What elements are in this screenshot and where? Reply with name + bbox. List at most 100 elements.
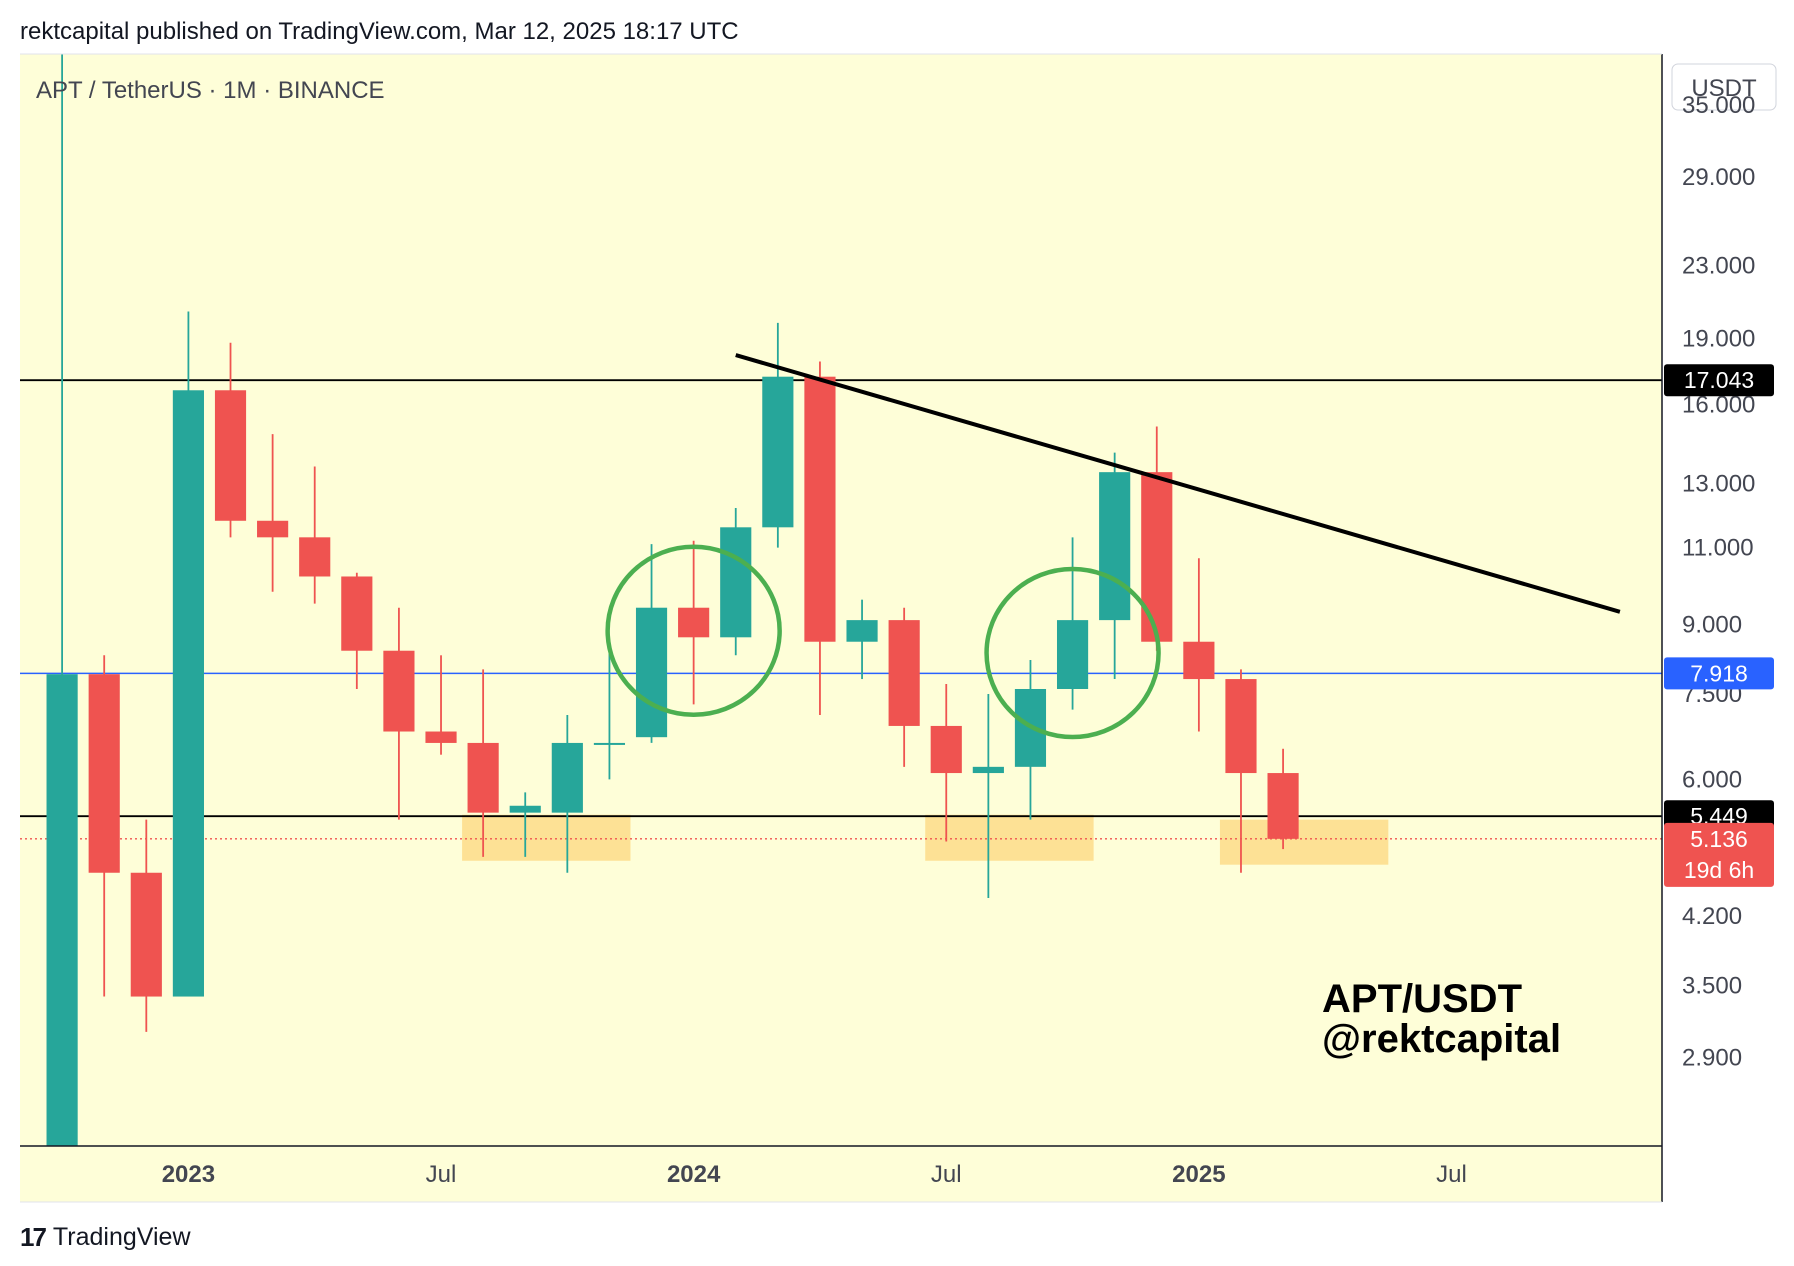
candle-body — [299, 537, 331, 577]
candle — [972, 694, 1004, 898]
candle-body — [257, 520, 289, 538]
price-tick-label: 23.000 — [1682, 253, 1755, 280]
support-zone — [1219, 819, 1389, 865]
candle — [341, 572, 373, 689]
footer-brand[interactable]: 17 TradingView — [20, 1222, 191, 1253]
horizontal-levels — [20, 379, 1662, 840]
candle — [257, 434, 289, 592]
candle-body — [1099, 472, 1131, 621]
candle — [930, 683, 962, 842]
candle — [1267, 748, 1299, 850]
candle — [88, 655, 120, 997]
currency-button — [1671, 63, 1777, 111]
current-price-label: 5.136 — [1690, 826, 1748, 852]
candle — [846, 599, 878, 680]
candle — [551, 715, 583, 873]
time-tick-label: 2023 — [162, 1161, 215, 1188]
candles — [46, 54, 1299, 1146]
level-badge — [1664, 364, 1774, 397]
tradingview-logo-icon: 17 — [20, 1222, 47, 1252]
candle — [762, 322, 794, 548]
candle-body — [678, 607, 710, 638]
candle-body — [551, 742, 583, 813]
price-tick-label: 9.000 — [1682, 611, 1742, 638]
level-badge-label: 17.043 — [1684, 367, 1754, 393]
time-tick-label: 2024 — [667, 1161, 721, 1188]
candle-body — [804, 376, 836, 642]
candle — [593, 650, 626, 780]
time-tick-label: 2025 — [1172, 1161, 1225, 1188]
time-axis[interactable]: 2023 Jul 2024 Jul 2025 Jul — [162, 1161, 1467, 1188]
level-badge-label: 7.918 — [1690, 660, 1748, 686]
candle-body — [1225, 679, 1257, 774]
candle — [1141, 426, 1173, 651]
candle — [1056, 537, 1089, 710]
highlight-circle — [984, 566, 1161, 740]
candle-body — [888, 620, 920, 726]
support-zones — [462, 814, 1389, 865]
candle-body — [972, 766, 1004, 774]
current-price-badge — [1664, 822, 1774, 887]
level-badge — [1664, 657, 1774, 690]
price-tick-label: 35.000 — [1682, 92, 1755, 119]
candle-body — [509, 805, 541, 813]
candle-body — [467, 742, 499, 813]
candle — [1099, 452, 1131, 680]
candle-body — [762, 376, 794, 528]
price-tick-label: 13.000 — [1682, 471, 1755, 498]
time-tick-label: Jul — [1436, 1161, 1467, 1188]
candle — [299, 466, 331, 604]
watermark-author: @rektcapital — [1322, 1017, 1561, 1061]
candle — [425, 655, 457, 755]
annotations — [605, 353, 1621, 740]
publish-header: rektcapital published on TradingView.com… — [20, 18, 739, 45]
highlight-circle — [605, 544, 782, 718]
price-axis[interactable]: USDT35.00029.00023.00019.00016.00013.000… — [1671, 63, 1777, 1071]
price-tick-label: 29.000 — [1682, 164, 1755, 191]
candle-body — [1141, 472, 1173, 642]
resistance-trendline — [735, 353, 1621, 614]
price-tick-label: 3.500 — [1682, 972, 1742, 999]
price-tick-label: 4.200 — [1682, 903, 1742, 930]
candle — [509, 792, 541, 857]
plot-frame — [20, 53, 1663, 1203]
candle-body — [341, 576, 373, 651]
time-tick-label: Jul — [426, 1161, 457, 1188]
candle-body — [214, 390, 247, 521]
symbol-label[interactable]: APT / TetherUS · 1M · BINANCE — [36, 77, 385, 104]
footer-brand-name: TradingView — [52, 1223, 191, 1251]
candle — [214, 342, 247, 538]
watermark-pair: APT/USDT — [1322, 977, 1522, 1021]
candle-body — [635, 607, 668, 738]
candle-body — [46, 674, 78, 1146]
currency-label: USDT — [1691, 75, 1757, 102]
candle-body — [846, 620, 878, 642]
time-axis-background — [20, 1146, 1662, 1202]
candle-body — [130, 872, 162, 997]
price-tick-label: 19.000 — [1682, 326, 1755, 353]
candle-body — [172, 390, 204, 997]
support-zone — [925, 814, 1094, 861]
candle-body — [425, 731, 457, 743]
candle — [635, 544, 668, 743]
candle-body — [1056, 620, 1089, 689]
candle — [1183, 558, 1215, 732]
candle-body — [593, 742, 626, 745]
candle-body — [1183, 641, 1215, 680]
candle — [383, 607, 415, 820]
price-tick-label: 6.000 — [1682, 766, 1742, 793]
candle — [467, 669, 499, 857]
candle — [46, 54, 78, 1146]
plot-background — [20, 54, 1662, 1146]
price-tick-label: 2.900 — [1682, 1044, 1742, 1071]
time-tick-label: Jul — [931, 1161, 962, 1188]
candle — [1225, 669, 1257, 873]
candle — [678, 540, 710, 705]
price-tick-label: 11.000 — [1682, 535, 1754, 562]
candle-body — [720, 527, 752, 638]
watermark: APT/USDT @rektcapital — [1322, 977, 1561, 1061]
candle-body — [88, 674, 120, 873]
candle-body — [383, 650, 415, 732]
